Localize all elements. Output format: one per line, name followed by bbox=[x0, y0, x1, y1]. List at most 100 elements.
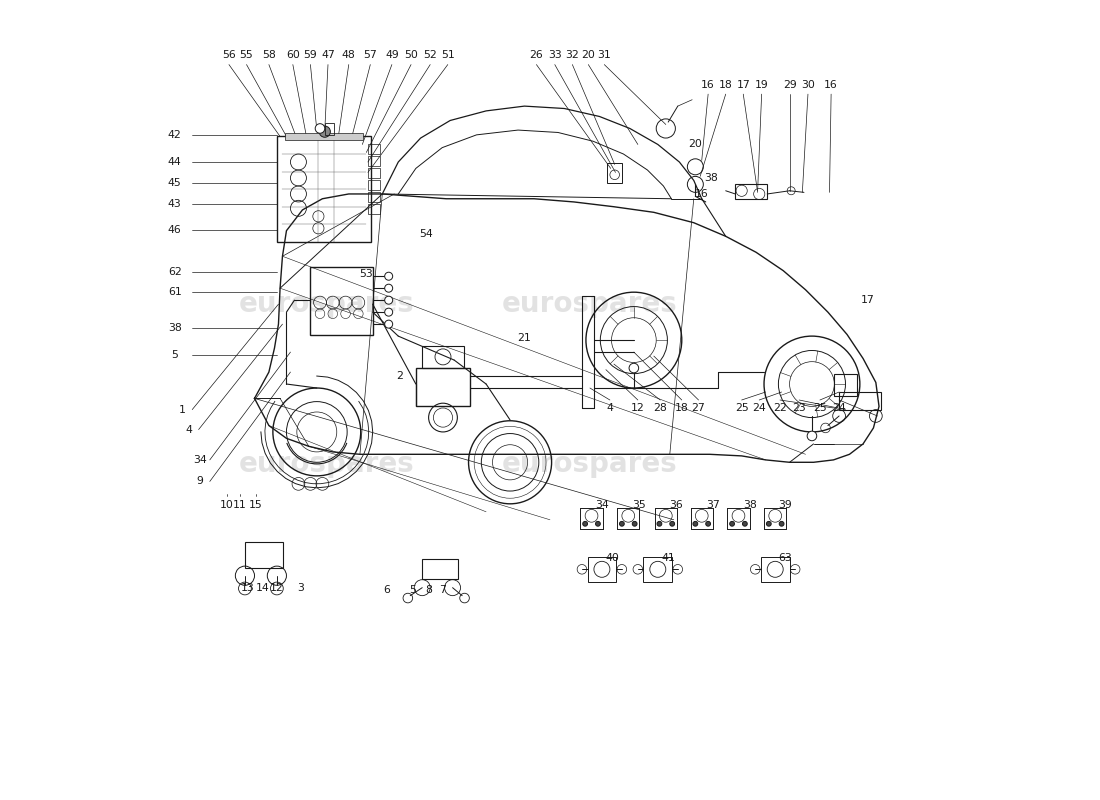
Text: 56: 56 bbox=[222, 50, 235, 60]
Text: 55: 55 bbox=[240, 50, 253, 60]
Circle shape bbox=[670, 522, 674, 526]
Text: 7: 7 bbox=[440, 585, 447, 595]
Text: 35: 35 bbox=[632, 501, 647, 510]
Circle shape bbox=[657, 522, 662, 526]
Text: 28: 28 bbox=[653, 403, 667, 413]
Text: 6: 6 bbox=[383, 585, 389, 595]
Text: 44: 44 bbox=[168, 157, 182, 167]
Text: 1: 1 bbox=[179, 405, 186, 414]
Text: 20: 20 bbox=[689, 139, 702, 150]
Text: 11: 11 bbox=[233, 501, 248, 510]
Bar bbox=[607, 163, 621, 182]
Text: 62: 62 bbox=[168, 267, 182, 278]
Text: 16: 16 bbox=[695, 189, 708, 199]
Text: 42: 42 bbox=[168, 130, 182, 140]
Text: 24: 24 bbox=[833, 403, 846, 413]
Bar bbox=[644, 557, 672, 582]
Circle shape bbox=[385, 308, 393, 316]
Text: 16: 16 bbox=[824, 79, 838, 90]
Bar bbox=[422, 559, 459, 579]
Circle shape bbox=[583, 522, 587, 526]
Text: 63: 63 bbox=[779, 553, 792, 563]
Text: 5: 5 bbox=[172, 350, 178, 360]
Text: 17: 17 bbox=[736, 79, 750, 90]
Text: 17: 17 bbox=[861, 295, 875, 305]
Circle shape bbox=[619, 522, 625, 526]
Bar bbox=[285, 134, 363, 140]
Text: eurospares: eurospares bbox=[239, 290, 415, 318]
Text: 49: 49 bbox=[385, 50, 398, 60]
Text: 22: 22 bbox=[773, 403, 786, 413]
Text: eurospares: eurospares bbox=[239, 450, 415, 478]
Bar bbox=[367, 191, 380, 202]
Text: 25: 25 bbox=[735, 403, 748, 413]
Text: 3: 3 bbox=[297, 582, 305, 593]
Text: 25: 25 bbox=[813, 403, 827, 413]
Text: 39: 39 bbox=[779, 501, 792, 510]
Text: 24: 24 bbox=[752, 403, 766, 413]
Text: 41: 41 bbox=[661, 553, 675, 563]
Text: eurospares: eurospares bbox=[502, 450, 678, 478]
Text: 21: 21 bbox=[518, 333, 531, 342]
Text: 34: 34 bbox=[595, 501, 608, 510]
Text: 8: 8 bbox=[426, 585, 432, 595]
Circle shape bbox=[316, 124, 324, 134]
Text: 32: 32 bbox=[565, 50, 580, 60]
Text: 38: 38 bbox=[742, 501, 757, 510]
Circle shape bbox=[693, 522, 697, 526]
Text: 48: 48 bbox=[342, 50, 355, 60]
Text: 38: 38 bbox=[168, 323, 182, 333]
Text: 19: 19 bbox=[755, 79, 769, 90]
Circle shape bbox=[629, 363, 639, 373]
Text: 60: 60 bbox=[286, 50, 300, 60]
Circle shape bbox=[632, 522, 637, 526]
Text: 38: 38 bbox=[704, 173, 718, 183]
Bar bbox=[761, 557, 790, 582]
Circle shape bbox=[706, 522, 711, 526]
Text: 16: 16 bbox=[702, 79, 715, 90]
Text: 37: 37 bbox=[706, 501, 719, 510]
Circle shape bbox=[319, 126, 330, 138]
Text: 33: 33 bbox=[548, 50, 562, 60]
Text: 4: 4 bbox=[606, 403, 614, 413]
Circle shape bbox=[779, 522, 784, 526]
Circle shape bbox=[385, 284, 393, 292]
Text: 12: 12 bbox=[631, 403, 645, 413]
Bar bbox=[834, 374, 858, 396]
Circle shape bbox=[385, 296, 393, 304]
Bar bbox=[367, 168, 380, 178]
Text: 15: 15 bbox=[250, 501, 263, 510]
Text: 52: 52 bbox=[424, 50, 437, 60]
Bar bbox=[367, 144, 380, 154]
Circle shape bbox=[385, 320, 393, 328]
Text: 29: 29 bbox=[783, 79, 796, 90]
Bar bbox=[310, 266, 373, 334]
Text: 47: 47 bbox=[321, 50, 334, 60]
Text: 18: 18 bbox=[675, 403, 689, 413]
Bar bbox=[735, 184, 767, 198]
Text: 9: 9 bbox=[197, 477, 204, 486]
Text: 59: 59 bbox=[304, 50, 317, 60]
Text: 53: 53 bbox=[360, 269, 373, 279]
Bar bbox=[277, 137, 371, 242]
Text: 23: 23 bbox=[792, 403, 806, 413]
Bar bbox=[367, 156, 380, 166]
Circle shape bbox=[595, 522, 601, 526]
Text: 54: 54 bbox=[419, 229, 433, 239]
Bar bbox=[245, 542, 284, 568]
Text: 46: 46 bbox=[168, 225, 182, 235]
Bar bbox=[422, 346, 464, 368]
Text: 34: 34 bbox=[194, 455, 207, 465]
Text: 18: 18 bbox=[718, 79, 733, 90]
Text: 50: 50 bbox=[404, 50, 418, 60]
Text: 61: 61 bbox=[168, 287, 182, 297]
Circle shape bbox=[742, 522, 747, 526]
Text: 51: 51 bbox=[441, 50, 454, 60]
Circle shape bbox=[807, 431, 816, 441]
Text: 31: 31 bbox=[597, 50, 612, 60]
Text: 27: 27 bbox=[692, 403, 705, 413]
Text: 5: 5 bbox=[409, 585, 416, 595]
Text: 58: 58 bbox=[262, 50, 276, 60]
Text: 45: 45 bbox=[168, 178, 182, 188]
Text: 26: 26 bbox=[529, 50, 543, 60]
